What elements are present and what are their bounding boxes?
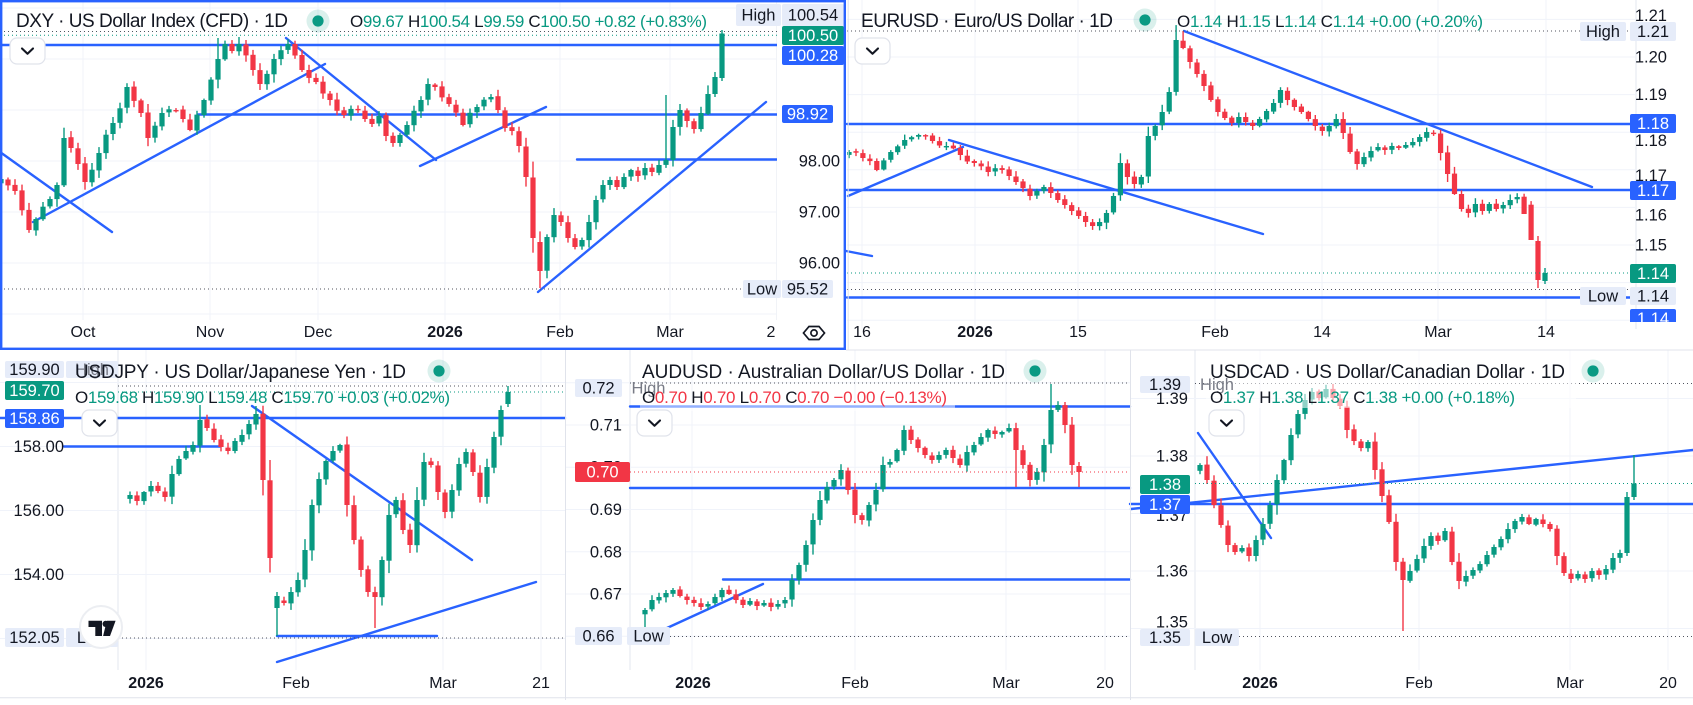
svg-text:14: 14 (1313, 324, 1331, 341)
svg-text:159.70: 159.70 (9, 382, 59, 400)
svg-text:2026: 2026 (427, 324, 463, 341)
svg-text:100.50: 100.50 (788, 27, 838, 45)
svg-text:0.70: 0.70 (586, 464, 618, 482)
svg-text:0.67: 0.67 (590, 586, 622, 604)
svg-text:158.86: 158.86 (9, 410, 59, 428)
svg-text:2026: 2026 (957, 324, 993, 341)
svg-text:Low: Low (1202, 629, 1232, 647)
svg-text:Mar: Mar (992, 675, 1020, 692)
svg-text:Mar: Mar (1556, 675, 1584, 692)
svg-text:1.39: 1.39 (1156, 390, 1188, 408)
svg-text:20: 20 (1659, 675, 1677, 692)
svg-text:O159.68 H159.90 L159.48 C159.7: O159.68 H159.90 L159.48 C159.70 +0.03 (+… (75, 388, 450, 407)
svg-text:1.39: 1.39 (1149, 376, 1181, 394)
svg-text:1.20: 1.20 (1635, 49, 1667, 67)
svg-text:1.17: 1.17 (1635, 167, 1667, 185)
svg-text:Low: Low (633, 628, 663, 646)
svg-text:156.00: 156.00 (14, 502, 64, 520)
svg-text:95.52: 95.52 (787, 281, 828, 299)
svg-text:USDJPY · US Dollar/Japanese Ye: USDJPY · US Dollar/Japanese Yen · 1D (75, 362, 406, 383)
svg-text:100.54: 100.54 (788, 7, 838, 25)
svg-text:1.38: 1.38 (1149, 476, 1181, 494)
svg-text:1.37: 1.37 (1149, 496, 1181, 514)
svg-text:Low: Low (1588, 288, 1618, 306)
svg-text:0.71: 0.71 (590, 417, 622, 435)
svg-text:96.00: 96.00 (799, 255, 840, 273)
svg-text:High: High (742, 7, 776, 25)
svg-text:2: 2 (767, 324, 776, 341)
svg-text:O1.14 H1.15 L1.14 C1.14 +0.00: O1.14 H1.15 L1.14 C1.14 +0.00 (+0.20%) (1177, 12, 1483, 31)
svg-text:14: 14 (1537, 324, 1555, 341)
svg-text:2026: 2026 (128, 675, 164, 692)
svg-text:Feb: Feb (282, 675, 310, 692)
svg-text:0.72: 0.72 (582, 380, 614, 398)
svg-text:1.14: 1.14 (1637, 288, 1669, 306)
svg-text:O99.67 H100.54 L99.59 C100.50: O99.67 H100.54 L99.59 C100.50 +0.82 (+0.… (350, 12, 707, 31)
svg-text:Feb: Feb (1201, 324, 1229, 341)
svg-text:1.21: 1.21 (1637, 23, 1669, 41)
svg-text:Mar: Mar (1424, 324, 1452, 341)
svg-text:1.35: 1.35 (1156, 614, 1188, 632)
svg-text:98.00: 98.00 (799, 153, 840, 171)
svg-text:1.16: 1.16 (1635, 207, 1667, 225)
svg-text:EURUSD · Euro/US Dollar · 1D: EURUSD · Euro/US Dollar · 1D (861, 11, 1113, 32)
svg-text:DXY · US Dollar Index (CFD) ·: DXY · US Dollar Index (CFD) · 1D (16, 11, 288, 32)
svg-text:158.00: 158.00 (14, 438, 64, 456)
svg-text:21: 21 (532, 675, 550, 692)
svg-text:O1.37 H1.38 L1.37 C1.38 +0.00: O1.37 H1.38 L1.37 C1.38 +0.00 (+0.18%) (1210, 388, 1515, 407)
svg-text:Dec: Dec (304, 324, 332, 341)
svg-text:1.14: 1.14 (1637, 310, 1669, 328)
svg-text:20: 20 (1096, 675, 1114, 692)
svg-text:1.38: 1.38 (1156, 448, 1188, 466)
svg-text:USDCAD · US Dollar/Canadian Do: USDCAD · US Dollar/Canadian Dollar · 1D (1210, 362, 1565, 383)
svg-text:16: 16 (853, 324, 871, 341)
svg-text:High: High (632, 380, 666, 398)
svg-text:152.05: 152.05 (9, 629, 59, 647)
svg-text:2026: 2026 (675, 675, 711, 692)
svg-text:0.69: 0.69 (590, 501, 622, 519)
svg-text:Feb: Feb (546, 324, 574, 341)
svg-text:O0.70 H0.70 L0.70 C0.70 −0.00: O0.70 H0.70 L0.70 C0.70 −0.00 (−0.13%) (642, 388, 947, 407)
svg-text:2026: 2026 (1242, 675, 1278, 692)
svg-text:1.21: 1.21 (1635, 7, 1667, 25)
svg-text:High: High (75, 361, 109, 379)
svg-text:1.35: 1.35 (1149, 629, 1181, 647)
svg-text:1.18: 1.18 (1637, 115, 1669, 133)
svg-text:97.00: 97.00 (799, 204, 840, 222)
svg-text:Low: Low (747, 281, 777, 299)
svg-text:Feb: Feb (841, 675, 869, 692)
svg-text:AUDUSD · Australian Dollar/US: AUDUSD · Australian Dollar/US Dollar · 1… (642, 362, 1005, 383)
svg-text:High: High (1200, 376, 1234, 394)
svg-text:100.28: 100.28 (788, 47, 838, 65)
svg-text:1.36: 1.36 (1156, 563, 1188, 581)
svg-text:98.92: 98.92 (787, 106, 828, 124)
svg-text:15: 15 (1069, 324, 1087, 341)
svg-text:1.14: 1.14 (1637, 265, 1669, 283)
svg-text:154.00: 154.00 (14, 566, 64, 584)
svg-text:0.66: 0.66 (582, 628, 614, 646)
svg-text:1.19: 1.19 (1635, 86, 1667, 104)
svg-text:Mar: Mar (656, 324, 684, 341)
svg-text:0.68: 0.68 (590, 544, 622, 562)
svg-text:1.18: 1.18 (1635, 132, 1667, 150)
svg-text:Mar: Mar (429, 675, 457, 692)
svg-text:1.15: 1.15 (1635, 237, 1667, 255)
svg-text:Feb: Feb (1405, 675, 1433, 692)
svg-text:Oct: Oct (71, 324, 96, 341)
svg-text:159.90: 159.90 (9, 361, 59, 379)
svg-text:1.17: 1.17 (1637, 182, 1669, 200)
svg-text:Nov: Nov (196, 324, 224, 341)
svg-text:High: High (1586, 23, 1620, 41)
